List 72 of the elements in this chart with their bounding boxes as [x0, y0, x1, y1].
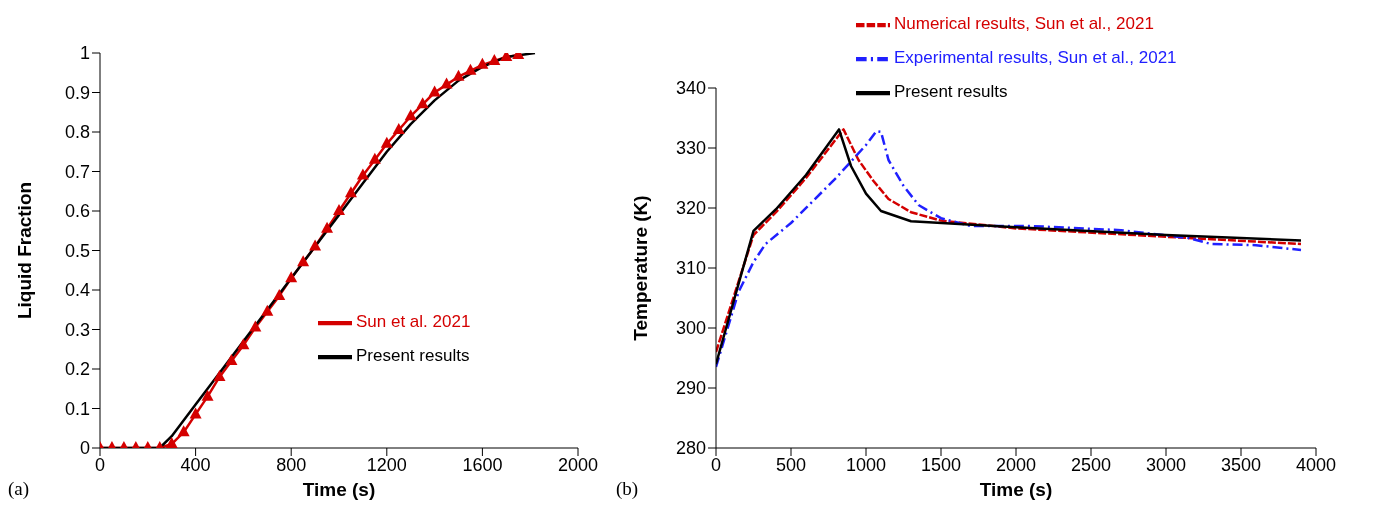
x-tick-label: 4000 [1295, 454, 1337, 475]
y-tick-label: 0.2 [64, 359, 90, 380]
x-axis-title: Time (s) [302, 479, 376, 500]
point [368, 152, 381, 164]
x-tick-label: 3500 [1220, 454, 1262, 475]
x-tick-label: 1200 [366, 454, 407, 475]
y-tick-label: 280 [675, 438, 706, 459]
y-tick-label: 320 [675, 198, 706, 219]
point [488, 53, 501, 65]
point [213, 369, 226, 381]
y-tick-label: 0.4 [64, 280, 90, 301]
point [309, 239, 322, 251]
point [392, 123, 405, 135]
point [428, 85, 441, 97]
legend-label: Present results [356, 346, 470, 366]
point [201, 389, 214, 401]
legend-label: Sun et al. 2021 [356, 312, 471, 332]
y-tick-label: 310 [675, 258, 706, 279]
text: (a) [8, 478, 30, 500]
y-tick-label: 330 [675, 138, 706, 159]
point [356, 168, 369, 180]
point [225, 354, 238, 366]
y-tick-label: 0 [79, 438, 90, 459]
legend-label: Numerical results, Sun et al., 2021 [894, 14, 1154, 34]
y-tick-label: 290 [675, 378, 706, 399]
point [237, 338, 250, 350]
y-tick-label: 340 [675, 78, 706, 99]
y-tick-label: 300 [675, 318, 706, 339]
point [333, 204, 345, 215]
point [344, 186, 357, 198]
legend-label: Present results [894, 82, 1008, 102]
x-tick-label: 500 [775, 454, 807, 475]
x-tick-label: 2000 [557, 454, 599, 475]
x-tick-label: 0 [710, 454, 722, 475]
x-tick-label: 0 [94, 454, 106, 475]
text: (b) [616, 478, 639, 500]
point [416, 97, 429, 109]
y-tick-label: 0.9 [64, 82, 90, 103]
x-tick-label: 2500 [1070, 454, 1112, 475]
point [297, 255, 310, 267]
y-tick-label: 1 [79, 43, 90, 64]
y-tick-label: 0.3 [64, 319, 90, 340]
y-tick-label: 0.7 [64, 161, 90, 182]
point [165, 437, 178, 448]
point [452, 69, 465, 81]
x-tick-label: 1600 [462, 454, 503, 475]
point [285, 271, 298, 283]
point [321, 221, 334, 233]
point [273, 288, 286, 300]
point [189, 407, 202, 419]
y-axis-title: Liquid Fraction [13, 181, 35, 320]
point [177, 425, 190, 437]
x-tick-label: 3000 [1145, 454, 1187, 475]
x-tick-label: 2000 [995, 454, 1037, 475]
x-tick-label: 400 [180, 454, 211, 475]
y-tick-label: 0.6 [64, 201, 90, 222]
point [249, 320, 262, 332]
x-axis-title: Time (s) [979, 479, 1053, 500]
x-tick-label: 1500 [920, 454, 962, 475]
legend-label: Experimental results, Sun et al., 2021 [894, 48, 1177, 68]
y-tick-label: 0.8 [64, 122, 90, 143]
point [261, 304, 274, 316]
point [404, 109, 417, 121]
point [440, 77, 453, 89]
point [380, 136, 393, 148]
point [464, 63, 477, 75]
y-axis-title: Temperature (K) [629, 195, 651, 341]
x-tick-label: 800 [276, 454, 307, 475]
point [476, 57, 489, 69]
y-tick-label: 0.5 [64, 240, 90, 261]
x-tick-label: 1000 [845, 454, 887, 475]
y-tick-label: 0.1 [64, 398, 90, 419]
